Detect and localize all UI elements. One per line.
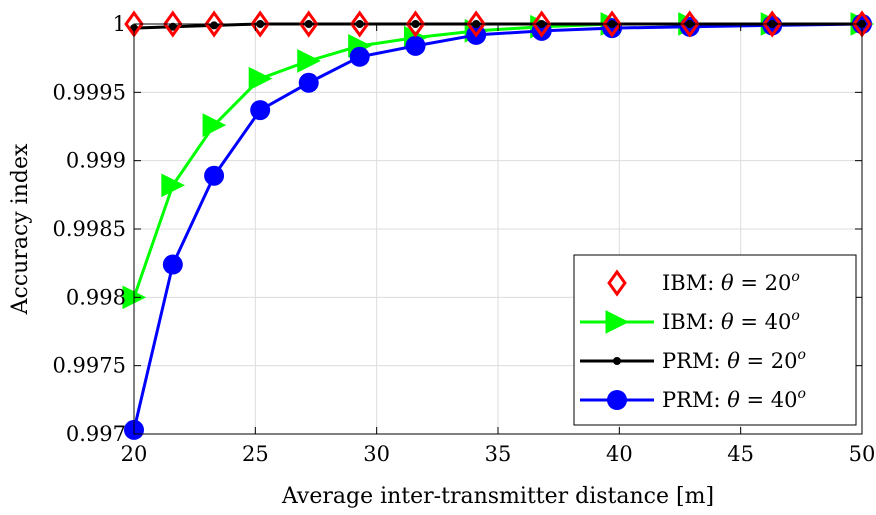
y-tick-label: 0.997 [66,422,126,446]
legend-entry: PRM: θ = 40o [580,386,806,412]
data-point [405,35,426,56]
legend-label: PRM: θ = 20o [662,347,806,373]
data-point [250,100,271,121]
y-tick-label: 0.9995 [53,80,126,104]
y-tick-label: 0.9975 [53,354,126,378]
x-tick-label: 50 [849,442,876,466]
data-point [602,10,622,38]
data-point [298,72,319,93]
data-point [762,10,782,38]
data-point [162,254,183,275]
data-point [349,46,370,67]
data-point [204,165,225,186]
legend-label: IBM: θ = 20o [662,269,800,295]
legend-box [573,254,857,426]
x-tick-label: 35 [485,442,512,466]
data-point [679,10,700,38]
data-point [163,10,183,38]
data-point [607,269,627,297]
legend-label: IBM: θ = 40o [662,308,800,334]
data-point [297,49,321,73]
x-tick-label: 30 [363,442,390,466]
data-point [298,10,319,38]
data-point [531,10,552,38]
legend-label: PRM: θ = 40o [662,386,806,412]
legend-entry: IBM: θ = 20o [607,269,800,297]
data-point [349,10,370,38]
data-point [605,310,630,334]
data-point [613,357,621,365]
grid [134,24,862,434]
data-point [405,10,426,38]
data-point [204,10,224,38]
x-tick-label: 45 [727,442,754,466]
y-tick-label: 1 [113,12,126,36]
data-point [210,21,219,30]
data-point [250,10,270,38]
data-point [202,113,227,137]
legend-entry: PRM: θ = 20o [580,347,806,373]
y-tick-label: 0.9985 [53,217,126,241]
x-axis-label: Average inter-transmitter distance [m] [281,484,714,509]
data-point [466,10,486,38]
legend-entry: IBM: θ = 40o [580,308,800,334]
data-point [607,390,627,410]
data-point [168,22,177,31]
y-axis-label: Accuracy index [8,143,33,315]
x-tick-label: 25 [242,442,269,466]
ticks: 20 25 30 35 40 45 50 0.997 0.9975 0.998 0.9985 0.99… [53,12,876,466]
x-tick-label: 40 [606,442,633,466]
data-point [161,173,185,198]
x-tick-label: 20 [121,442,148,466]
y-tick-label: 0.999 [66,149,126,173]
legend: IBM: θ = 20o IBM: θ = 40o PRM: θ = 20o PRM:… [573,254,857,426]
y-tick-label: 0.998 [66,285,126,309]
data-point [248,66,273,91]
